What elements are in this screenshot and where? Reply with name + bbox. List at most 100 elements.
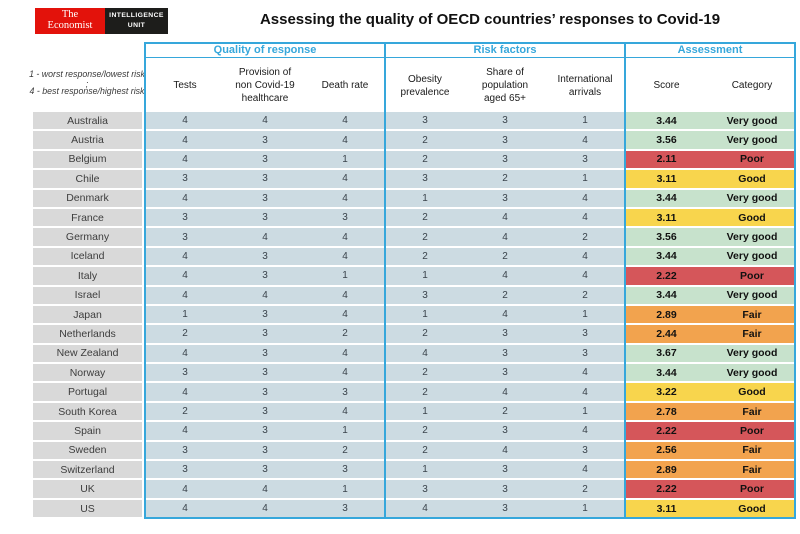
assessment-band: 3.22 Good — [625, 383, 796, 401]
value-cell: 4 — [545, 364, 625, 382]
value-cell: 2 — [385, 422, 465, 440]
category-cell: Very good — [726, 347, 778, 360]
category-cell: Very good — [726, 250, 778, 263]
value-cell: 4 — [145, 286, 225, 304]
country-cell: Sweden — [33, 441, 142, 460]
value-cell: 4 — [465, 383, 545, 401]
value-cell: 1 — [545, 170, 625, 188]
value-cell: 3 — [225, 441, 305, 460]
table-row: South Korea 2 3 4 1 2 1 2.78 Fair — [33, 402, 796, 421]
column-header-healthcare: Provision of non Covid-19 healthcare — [235, 67, 295, 104]
value-cell: 3 — [385, 170, 465, 188]
divider-risk-assessment — [624, 42, 626, 519]
value-cell: 2 — [465, 286, 545, 304]
value-cell: 3 — [225, 305, 305, 324]
score-cell: 3.22 — [656, 386, 677, 399]
group-header-risk: Risk factors — [473, 43, 537, 56]
country-cell: Belgium — [33, 150, 142, 169]
country-cell: Switzerland — [33, 461, 142, 479]
category-cell: Poor — [740, 153, 764, 166]
value-cell: 3 — [465, 325, 545, 343]
value-cell: 2 — [545, 286, 625, 304]
value-cell: 1 — [545, 112, 625, 130]
value-cell: 3 — [145, 208, 225, 227]
assessment-band: 3.11 Good — [625, 170, 796, 188]
group-header-assessment: Assessment — [677, 43, 743, 56]
table-row: Chile 3 3 4 3 2 1 3.11 Good — [33, 170, 796, 188]
value-cell: 4 — [145, 112, 225, 130]
assessment-band: 3.44 Very good — [625, 364, 796, 382]
value-cell: 4 — [305, 189, 385, 207]
category-cell: Good — [738, 172, 766, 185]
country-cell: South Korea — [33, 402, 142, 421]
value-cell: 3 — [225, 150, 305, 169]
value-cell: 2 — [145, 402, 225, 421]
value-cell: 4 — [305, 286, 385, 304]
scale-note-line2: 4 - best response/highest risk — [29, 86, 145, 96]
value-cell: 1 — [545, 305, 625, 324]
group-header-underline — [144, 56, 796, 58]
table-border-left — [144, 42, 146, 519]
assessment-band: 3.44 Very good — [625, 189, 796, 207]
value-cell: 3 — [145, 461, 225, 479]
value-cell: 4 — [225, 228, 305, 246]
intelligence-unit-logo-text: INTELLIGENCE UNIT — [109, 11, 164, 29]
value-cell: 2 — [385, 150, 465, 169]
table-row: Switzerland 3 3 3 1 3 4 2.89 Fair — [33, 461, 796, 479]
value-cell: 2 — [465, 247, 545, 266]
value-cell: 3 — [225, 402, 305, 421]
table-row: France 3 3 3 2 4 4 3.11 Good — [33, 208, 796, 227]
score-cell: 3.44 — [656, 250, 677, 263]
value-cell: 4 — [225, 480, 305, 498]
value-cell: 4 — [305, 131, 385, 149]
value-cell: 2 — [385, 131, 465, 149]
value-cell: 1 — [305, 150, 385, 169]
category-cell: Fair — [742, 308, 762, 321]
value-cell: 4 — [145, 383, 225, 401]
score-cell: 2.11 — [656, 153, 677, 166]
score-cell: 2.56 — [656, 444, 677, 457]
value-cell: 3 — [545, 344, 625, 363]
value-cell: 4 — [465, 228, 545, 246]
value-cell: 3 — [225, 364, 305, 382]
value-cell: 3 — [145, 364, 225, 382]
value-cell: 2 — [385, 383, 465, 401]
table-body: Australia 4 4 4 3 3 1 3.44 Very good Aus… — [33, 112, 796, 519]
value-cell: 4 — [305, 305, 385, 324]
assessment-band: 2.22 Poor — [625, 422, 796, 440]
category-cell: Fair — [742, 463, 762, 476]
column-header-aged-65: Share of population aged 65+ — [481, 67, 529, 104]
score-cell: 2.89 — [656, 463, 677, 476]
scale-note-line1: 1 - worst response/lowest risk ; — [29, 69, 145, 89]
table-row: Netherlands 2 3 2 2 3 3 2.44 Fair — [33, 325, 796, 343]
column-header-obesity: Obesity prevalence — [400, 73, 450, 98]
category-cell: Fair — [742, 327, 762, 340]
assessment-band: 3.56 Very good — [625, 131, 796, 149]
value-cell: 2 — [545, 480, 625, 498]
table-row: Japan 1 3 4 1 4 1 2.89 Fair — [33, 305, 796, 324]
value-cell: 2 — [385, 364, 465, 382]
value-cell: 3 — [465, 480, 545, 498]
score-cell: 2.89 — [656, 308, 677, 321]
value-cell: 3 — [545, 441, 625, 460]
value-cell: 3 — [225, 461, 305, 479]
score-cell: 3.67 — [656, 347, 677, 360]
assessment-band: 3.11 Good — [625, 499, 796, 518]
value-cell: 2 — [385, 325, 465, 343]
value-cell: 1 — [385, 305, 465, 324]
country-cell: Australia — [33, 112, 142, 130]
value-cell: 3 — [305, 383, 385, 401]
score-cell: 3.56 — [656, 231, 677, 244]
category-cell: Good — [738, 211, 766, 224]
category-cell: Very good — [726, 134, 778, 147]
value-cell: 4 — [305, 344, 385, 363]
score-cell: 2.22 — [656, 269, 677, 282]
value-cell: 4 — [545, 422, 625, 440]
assessment-band: 3.56 Very good — [625, 228, 796, 246]
score-cell: 3.11 — [656, 172, 677, 185]
score-cell: 2.78 — [656, 405, 677, 418]
value-cell: 3 — [465, 344, 545, 363]
table-row: Portugal 4 3 3 2 4 4 3.22 Good — [33, 383, 796, 401]
value-cell: 2 — [465, 402, 545, 421]
score-cell: 3.56 — [656, 134, 677, 147]
